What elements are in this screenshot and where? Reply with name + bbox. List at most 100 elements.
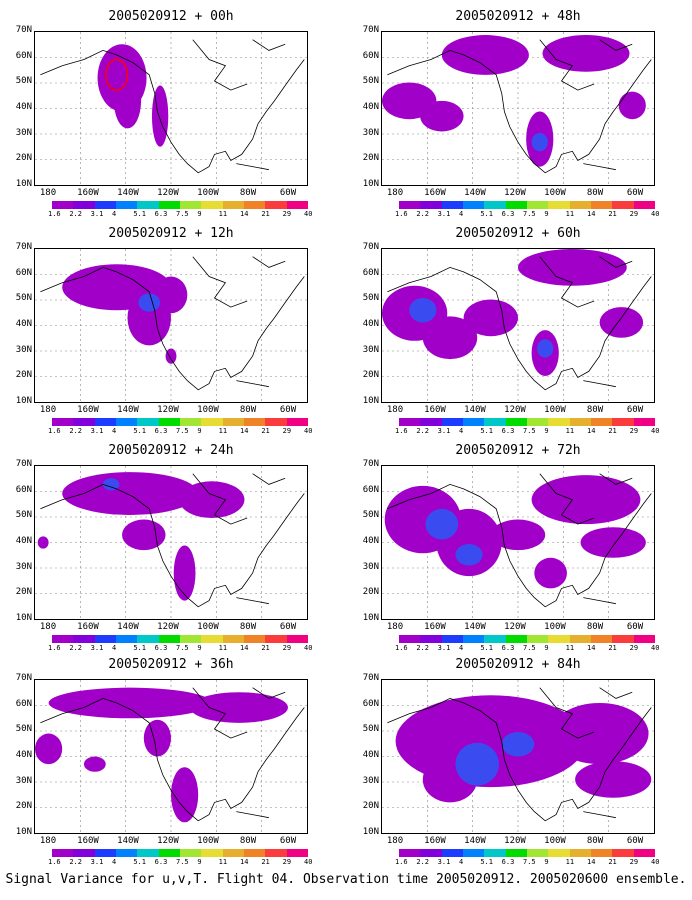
colorbar-swatch: [94, 418, 116, 426]
longitude-label: 140W: [464, 405, 486, 415]
colorbar-swatch: [243, 849, 266, 857]
map-panel: [34, 31, 308, 186]
colorbar-label: 14: [240, 210, 249, 218]
colorbar-swatch: [243, 201, 266, 209]
colorbar-swatch: [201, 201, 223, 209]
latitude-label: 40N: [362, 319, 379, 329]
map-panel: [381, 31, 655, 186]
longitude-label: 120W: [504, 188, 526, 198]
colorbar-swatch: [52, 201, 74, 209]
colorbar-label: 29: [629, 427, 639, 435]
latitude-label: 70N: [15, 459, 32, 469]
high-variance-region: [138, 293, 161, 312]
colorbar-label: 5.1: [480, 210, 493, 218]
colorbar-label: 1.6: [48, 858, 61, 866]
longitude-label: 100W: [544, 188, 566, 198]
colorbar-swatch: [548, 849, 570, 857]
map-panel: [381, 248, 655, 403]
coastline: [40, 256, 305, 391]
colorbar-label: 2.2: [416, 858, 429, 866]
colorbar-swatch: [179, 418, 202, 426]
colorbar-swatch: [286, 418, 308, 426]
latitude-label: 30N: [15, 561, 32, 572]
colorbar-swatch: [569, 635, 591, 643]
colorbar-label: 7.5: [523, 858, 536, 866]
longitude-label: 80W: [239, 836, 257, 846]
colorbar-swatch: [633, 201, 655, 209]
panel-title: 2005020912 + 60h: [455, 226, 581, 241]
colorbar: [399, 635, 655, 643]
latitude-label: 30N: [15, 344, 32, 355]
longitude-label: 140W: [464, 836, 486, 846]
colorbar-swatch: [137, 201, 159, 209]
colorbar-label: 3.1: [437, 858, 451, 866]
latitude-label: 70N: [15, 242, 32, 252]
longitude-label: 140W: [117, 622, 139, 632]
high-variance-region: [409, 297, 437, 323]
colorbar-label: 14: [240, 644, 249, 652]
colorbar-swatch: [420, 635, 442, 643]
colorbar: [52, 635, 308, 643]
map-svg: [382, 249, 654, 402]
latitude-label: 60N: [15, 50, 32, 61]
colorbar-swatch: [265, 201, 287, 209]
colorbar-swatch: [73, 635, 95, 643]
high-variance-region: [455, 742, 499, 786]
colorbar-label: 4: [112, 427, 117, 435]
latitude-label: 60N: [362, 50, 379, 61]
colorbar-label: 21: [608, 644, 617, 652]
variance-region: [534, 557, 567, 589]
high-variance-region: [501, 732, 535, 757]
colorbar-label: 5.1: [133, 858, 146, 866]
colorbar-label: 11: [218, 858, 228, 866]
colorbar-swatch: [222, 849, 244, 857]
variance-region: [518, 249, 627, 286]
latitude-label: 20N: [362, 801, 379, 812]
colorbar-label: 29: [282, 427, 292, 435]
longitude-label: 120W: [157, 188, 179, 198]
colorbar-swatch: [505, 849, 527, 857]
colorbar-label: 9: [197, 858, 202, 866]
latitude-label: 10N: [362, 613, 379, 623]
latitude-label: 70N: [362, 459, 379, 469]
colorbar-label: 9: [544, 644, 549, 652]
high-variance-region: [425, 508, 459, 540]
colorbar-swatch: [222, 635, 244, 643]
longitude-label: 60W: [279, 188, 297, 198]
variance-region: [151, 85, 169, 147]
variance-region: [441, 35, 529, 75]
longitude-label: 140W: [117, 405, 139, 415]
figure-caption: Signal Variance for u,v,T. Flight 04. Ob…: [5, 872, 687, 887]
colorbar-swatch: [548, 418, 570, 426]
map-panel: [381, 679, 655, 834]
latitude-label: 70N: [362, 673, 379, 683]
longitude-label: 180: [386, 405, 404, 415]
longitude-label: 60W: [626, 836, 644, 846]
colorbar-swatch: [158, 201, 180, 209]
colorbar-label: 9: [544, 210, 549, 218]
colorbar-label: 1.6: [48, 644, 61, 652]
colorbar-label: 4: [459, 210, 464, 218]
longitude-label: 100W: [197, 836, 219, 846]
colorbar-swatch: [137, 418, 159, 426]
colorbar-swatch: [612, 849, 634, 857]
coastline: [40, 687, 305, 822]
latitude-label: 20N: [15, 587, 32, 598]
colorbar-swatch: [73, 849, 95, 857]
colorbar-swatch: [243, 418, 266, 426]
longitude-label: 80W: [239, 188, 257, 198]
longitude-label: 140W: [464, 188, 486, 198]
high-variance-region: [537, 339, 554, 358]
longitude-label: 100W: [544, 405, 566, 415]
colorbar-label: 11: [218, 644, 228, 652]
colorbar-label: 7.5: [176, 858, 189, 866]
colorbar-label: 11: [565, 644, 575, 652]
colorbar-swatch: [94, 635, 116, 643]
high-variance-region: [455, 544, 483, 566]
longitude-label: 140W: [117, 188, 139, 198]
colorbar-swatch: [420, 849, 442, 857]
colorbar-label: 14: [240, 427, 249, 435]
colorbar-label: 4: [459, 858, 464, 866]
latitude-label: 60N: [15, 267, 32, 278]
latitude-label: 60N: [362, 698, 379, 709]
